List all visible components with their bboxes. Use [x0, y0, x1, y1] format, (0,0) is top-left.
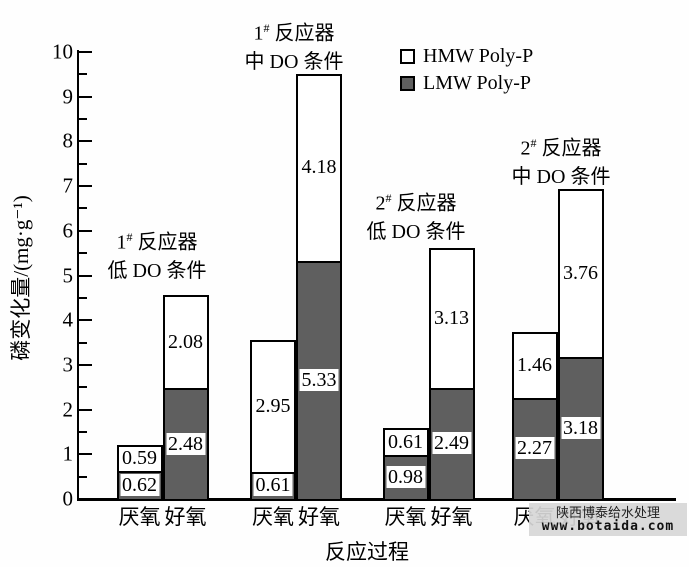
x-tick-label: 好氧: [164, 505, 207, 529]
y-minor-tick: [79, 252, 87, 255]
bar-value-hmw: 1.46: [517, 353, 552, 376]
y-tick-label: 8: [62, 128, 74, 153]
y-tick-label: 4: [62, 307, 74, 332]
x-tick-label: 厌氧: [384, 505, 427, 529]
watermark: 陕西博泰给水处理 www.botaida.com: [529, 503, 687, 536]
x-tick-label: 好氧: [298, 505, 340, 529]
y-major-tick: [79, 363, 92, 366]
y-axis-line: [77, 50, 79, 501]
y-tick-label: 7: [62, 173, 74, 198]
y-major-tick: [79, 274, 92, 277]
bar-segment-hmw: [296, 73, 342, 261]
bar-value-hmw: 2.08: [168, 330, 203, 353]
y-major-tick: [79, 95, 92, 98]
group-annotation: 2# 反应器中 DO 条件: [511, 136, 611, 188]
bar-value-hmw: 3.13: [434, 306, 469, 329]
y-tick-label: 9: [62, 84, 74, 109]
x-axis-line: [77, 498, 676, 501]
bar-segment-hmw: [116, 444, 163, 472]
bar-value-lmw: 0.98: [386, 466, 425, 489]
bar-segment-hmw: [250, 339, 296, 472]
y-minor-tick: [79, 341, 87, 344]
y-major-tick: [79, 229, 92, 232]
y-minor-tick: [79, 386, 87, 389]
y-tick-label: 1: [62, 441, 74, 466]
group-annotation: 2# 反应器低 DO 条件: [366, 191, 466, 243]
y-major-tick: [79, 51, 92, 53]
watermark-company: 陕西博泰给水处理: [555, 505, 660, 520]
group-annotation: 1# 反应器中 DO 条件: [244, 21, 344, 73]
y-minor-tick: [79, 475, 87, 478]
bar-value-lmw: 5.33: [299, 368, 339, 391]
legend-item-lmw: LMW Poly-P: [400, 70, 533, 97]
y-minor-tick: [79, 207, 87, 210]
y-tick-label: 6: [62, 218, 74, 243]
y-minor-tick: [79, 73, 87, 76]
legend-swatch-hmw-icon: [400, 49, 415, 64]
y-major-tick: [79, 185, 92, 188]
x-tick-label: 厌氧: [118, 505, 161, 529]
bar-segment-hmw: [557, 188, 604, 357]
y-major-tick: [79, 453, 92, 456]
bar-value-hmw: 3.76: [563, 261, 598, 284]
y-major-tick: [79, 408, 92, 411]
y-major-tick: [79, 498, 92, 500]
bar-value-hmw: 2.95: [255, 394, 291, 417]
y-tick-label: 5: [62, 263, 74, 287]
watermark-url: www.botaida.com: [541, 519, 675, 534]
y-minor-tick: [79, 162, 87, 165]
bar-segment-hmw: [511, 332, 558, 398]
y-tick-label: 2: [62, 397, 74, 422]
bar-value-lmw: 2.49: [432, 432, 471, 455]
bar-value-lmw: 3.18: [561, 416, 600, 439]
x-tick-label: 厌氧: [252, 505, 294, 529]
y-tick-label: 0: [62, 486, 74, 511]
bar-value-lmw: 2.48: [166, 432, 205, 455]
y-minor-tick: [79, 296, 87, 299]
y-axis-title: 磷变化量/(mg·g⁻¹): [9, 195, 33, 361]
x-tick-label: 好氧: [430, 505, 473, 529]
legend-label-hmw: HMW Poly-P: [423, 45, 534, 67]
bar-segment-hmw: [382, 427, 429, 456]
bar-value-hmw: 0.59: [122, 447, 157, 470]
bar-value-lmw: 0.61: [253, 474, 293, 497]
y-major-tick: [79, 140, 92, 143]
group-annotation: 1# 反应器低 DO 条件: [107, 230, 207, 282]
y-minor-tick: [79, 118, 87, 121]
y-tick-label: 3: [62, 352, 74, 377]
bar-value-hmw: 4.18: [301, 156, 337, 179]
y-minor-tick: [79, 430, 87, 433]
bar-segment-hmw: [428, 247, 475, 388]
bar-segment-hmw: [162, 295, 209, 389]
bar-value-lmw: 0.62: [120, 474, 159, 497]
legend: HMW Poly-P LMW Poly-P: [400, 43, 533, 97]
legend-swatch-lmw-icon: [400, 76, 415, 91]
bar-value-hmw: 0.61: [388, 430, 423, 453]
y-tick-label: 10: [52, 39, 73, 64]
y-major-tick: [79, 319, 92, 322]
legend-item-hmw: HMW Poly-P: [400, 43, 533, 70]
x-axis-title: 反应过程: [325, 540, 409, 564]
legend-label-lmw: LMW Poly-P: [423, 72, 531, 94]
bar-value-lmw: 2.27: [515, 437, 554, 460]
